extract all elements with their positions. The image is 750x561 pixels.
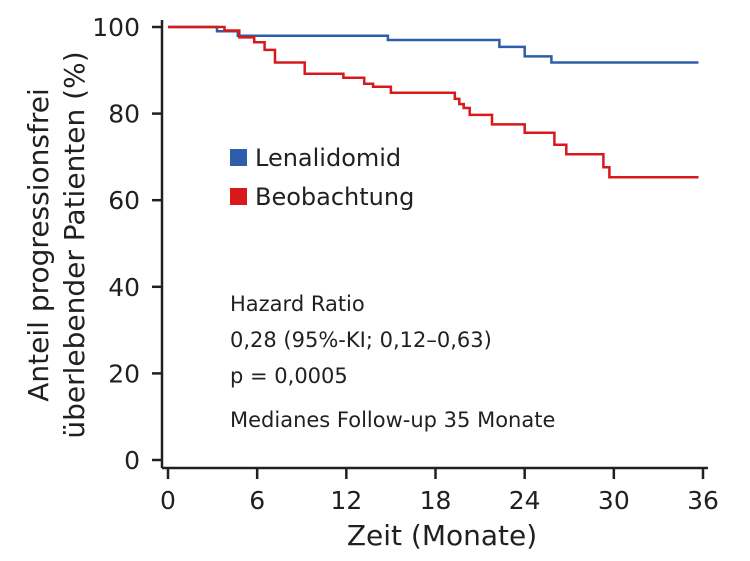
x-tick-label: 0 — [160, 486, 176, 515]
series-line-beobachtung — [168, 25, 699, 179]
annotation-follow-up: Medianes Follow-up 35 Monate — [230, 408, 555, 432]
y-axis-title: Anteil progressionsfrei überlebender Pat… — [22, 51, 91, 438]
y-tick-label: 40 — [108, 273, 140, 302]
annotation: Hazard Ratio 0,28 (95%-KI; 0,12–0,63) p … — [230, 292, 555, 432]
y-tick-label: 0 — [124, 446, 140, 475]
x-tick-label: 36 — [687, 486, 719, 515]
x-tick-label: 30 — [598, 486, 630, 515]
annotation-hazard-title: Hazard Ratio — [230, 292, 365, 316]
legend-label-beobachtung: Beobachtung — [255, 183, 414, 211]
annotation-hazard-value: 0,28 (95%-KI; 0,12–0,63) — [230, 328, 492, 352]
y-tick-label: 60 — [108, 186, 140, 215]
y-tick-label: 80 — [108, 100, 140, 129]
x-tick-label: 24 — [509, 486, 541, 515]
legend-swatch-beobachtung — [230, 188, 247, 205]
x-tick-label: 18 — [420, 486, 452, 515]
y-axis-title-line-1: Anteil progressionsfrei — [22, 88, 55, 401]
legend-label-lenalidomid: Lenalidomid — [255, 144, 401, 172]
x-tick-label: 12 — [330, 486, 362, 515]
y-axis-title-line-2: überlebender Patienten (%) — [58, 51, 91, 438]
x-ticks: 0 6 12 18 24 30 36 — [160, 468, 719, 515]
chart-axes — [160, 20, 708, 470]
legend: Lenalidomid Beobachtung — [230, 144, 414, 211]
annotation-p-value: p = 0,0005 — [230, 364, 348, 388]
x-tick-label: 6 — [249, 486, 265, 515]
legend-swatch-lenalidomid — [230, 149, 247, 166]
series-layer — [168, 25, 699, 179]
y-ticks: 0 20 40 60 80 100 — [92, 13, 162, 475]
y-tick-label: 100 — [92, 13, 140, 42]
y-tick-label: 20 — [108, 359, 140, 388]
series-line-lenalidomid — [168, 25, 699, 64]
x-axis-title: Zeit (Monate) — [347, 519, 537, 552]
